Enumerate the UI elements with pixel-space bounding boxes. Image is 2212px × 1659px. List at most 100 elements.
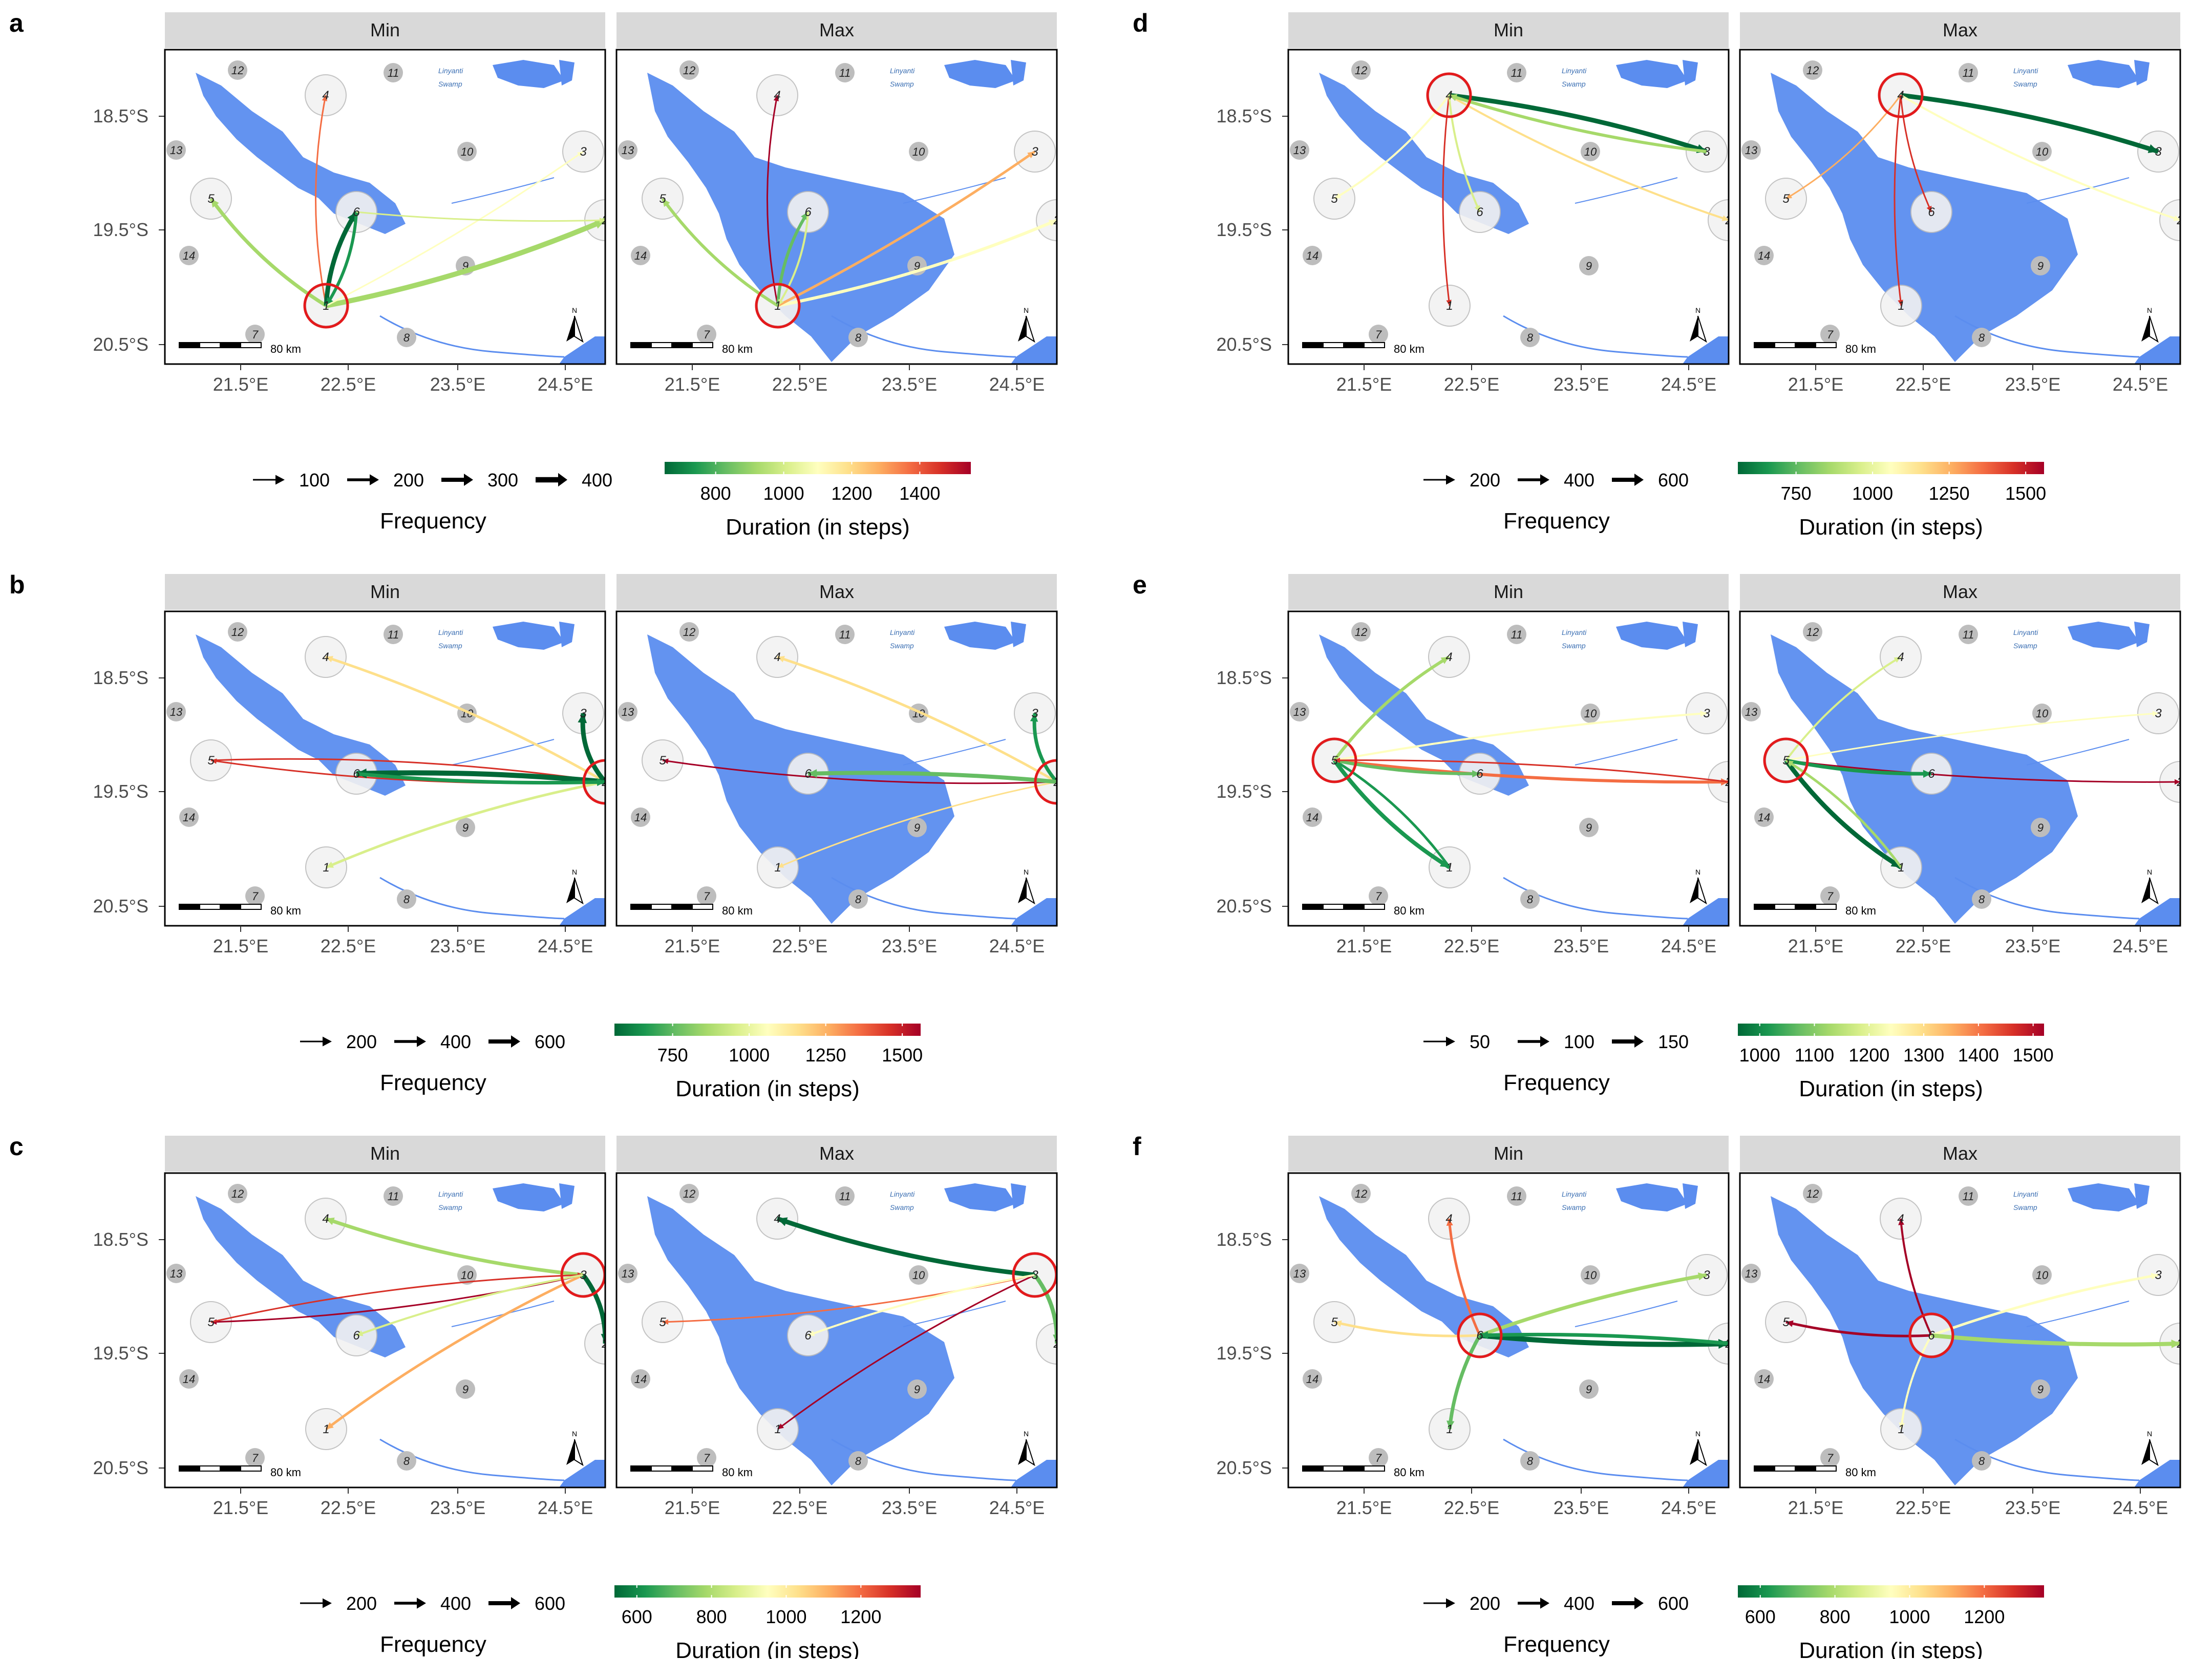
facet-strip xyxy=(165,574,605,610)
north-arrow-icon xyxy=(2141,878,2150,903)
scale-bar-segment xyxy=(671,904,693,910)
gray-patch-label: 9 xyxy=(2037,1383,2044,1396)
gray-patch xyxy=(679,60,699,80)
gray-patch xyxy=(1290,702,1309,721)
movement-edge xyxy=(1479,1273,1707,1337)
swamp-channel xyxy=(559,622,575,647)
gray-patch-label: 14 xyxy=(634,1373,647,1386)
movement-edge xyxy=(1479,1333,1729,1347)
panel-d: d 18.5°S 19.5°S 20.5°S Min Linyanti Swamp 7 8 9 10… xyxy=(1133,9,2181,540)
patch-label: 4 xyxy=(322,650,329,664)
gray-patch-label: 11 xyxy=(1963,1190,1974,1203)
duration-tick-label: 1400 xyxy=(899,483,940,504)
frequency-key-arrow xyxy=(417,1598,426,1609)
x-tick-label: 23.5°E xyxy=(1554,374,1609,395)
movement-edge xyxy=(1785,759,2180,783)
frequency-key-value: 400 xyxy=(1564,470,1594,491)
movement-edge xyxy=(1931,1273,2159,1337)
gray-patch xyxy=(228,60,247,80)
place-label: Swamp xyxy=(438,80,462,88)
scale-bar-segment xyxy=(692,904,713,910)
x-tick-label: 22.5°E xyxy=(1896,935,1951,956)
arrow-head xyxy=(601,1334,605,1344)
patch-label: 2 xyxy=(601,775,608,789)
gray-patch-label: 11 xyxy=(1963,67,1974,79)
arrow-head xyxy=(1926,205,1932,212)
duration-tick-label: 1250 xyxy=(805,1045,846,1066)
patch-label: 6 xyxy=(1476,767,1483,781)
movement-edge xyxy=(1785,1321,1932,1337)
frequency-key-value: 400 xyxy=(440,1031,471,1052)
gray-patch-label: 14 xyxy=(1758,811,1770,824)
gray-patch-label: 12 xyxy=(231,626,244,639)
gray-patch xyxy=(1972,328,1991,347)
gray-patch xyxy=(1507,625,1526,644)
facet-title: Max xyxy=(819,19,854,40)
lake xyxy=(2134,1460,2180,1487)
movement-edge xyxy=(326,151,584,307)
north-arrow-icon xyxy=(2149,877,2159,905)
gray-patch xyxy=(384,1186,403,1206)
north-label: N xyxy=(2147,306,2152,314)
arrow-head xyxy=(808,1330,815,1336)
gray-patch xyxy=(631,807,650,827)
x-tick-label: 24.5°E xyxy=(538,1497,593,1518)
frequency-key-value: 200 xyxy=(393,470,424,491)
gray-patch-label: 13 xyxy=(1293,1267,1306,1280)
y-tick-label: 20.5°S xyxy=(1217,896,1272,917)
duration-legend-title: Duration (in steps) xyxy=(1799,1638,1983,1659)
patch-label: 1 xyxy=(774,299,781,313)
frequency-key-arrow xyxy=(464,474,473,486)
arrow-head xyxy=(1440,657,1449,664)
gray-patch-label: 13 xyxy=(170,1267,183,1280)
patch-circle xyxy=(1036,1323,1057,1365)
movement-edge xyxy=(356,770,605,784)
patch-label: 1 xyxy=(1446,861,1453,875)
scale-bar-segment xyxy=(179,342,200,348)
y-tick-label: 20.5°S xyxy=(93,1457,148,1478)
gray-patch xyxy=(1369,325,1388,344)
duration-tick-label: 1200 xyxy=(1848,1045,1889,1066)
arrow-head xyxy=(1474,205,1480,212)
movement-edge xyxy=(807,771,1057,784)
swamp-channel xyxy=(559,1183,575,1209)
north-arrow-icon xyxy=(566,1439,575,1465)
gray-patch-label: 9 xyxy=(2037,821,2044,834)
place-label: Swamp xyxy=(1562,80,1586,88)
x-tick-label: 23.5°E xyxy=(430,374,485,395)
gray-patch xyxy=(245,1448,265,1467)
scale-bar-segment xyxy=(630,342,652,348)
duration-colorbar xyxy=(614,1585,921,1598)
gray-patch-label: 13 xyxy=(1293,706,1306,718)
scale-bar-segment xyxy=(1815,1465,1837,1472)
patch-label: 1 xyxy=(1446,299,1453,313)
focal-patch-ring xyxy=(1034,759,1057,805)
gray-patch-label: 13 xyxy=(1745,1267,1758,1280)
scale-bar-label: 80 km xyxy=(1394,343,1424,355)
arrow-head xyxy=(1480,1331,1488,1339)
movement-edge xyxy=(1448,95,1481,212)
y-tick-label: 20.5°S xyxy=(93,334,148,355)
frequency-key-value: 150 xyxy=(1658,1031,1689,1052)
frequency-key-arrow xyxy=(417,1036,426,1047)
x-tick-label: 24.5°E xyxy=(2113,935,2168,956)
gray-patch xyxy=(1741,140,1761,160)
facet-title: Max xyxy=(1943,1143,1977,1164)
place-label: Swamp xyxy=(2013,642,2037,650)
frequency-key-value: 50 xyxy=(1470,1031,1490,1052)
focal-patch-ring xyxy=(1878,72,1924,118)
arrow-head xyxy=(2171,1339,2180,1348)
x-tick-label: 22.5°E xyxy=(1444,1497,1499,1518)
scale-bar-label: 80 km xyxy=(1394,1466,1424,1479)
arrow-head xyxy=(2147,144,2158,153)
arrow-head xyxy=(777,656,785,663)
lake xyxy=(2134,898,2180,926)
gray-patch xyxy=(1754,807,1774,827)
patch-label: 1 xyxy=(1898,299,1904,313)
arrow-head xyxy=(778,299,784,306)
